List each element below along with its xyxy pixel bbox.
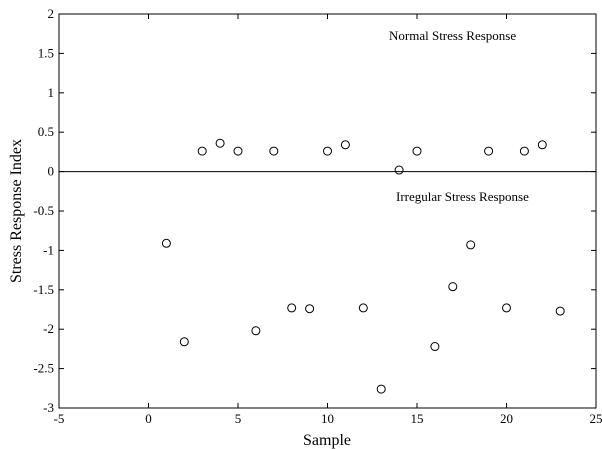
data-point bbox=[519, 146, 529, 156]
x-tick-label: 5 bbox=[235, 411, 242, 426]
data-points bbox=[161, 138, 565, 394]
y-tick-label: 0 bbox=[48, 164, 55, 179]
x-tick-label: 0 bbox=[145, 411, 152, 426]
y-tick-label: -2 bbox=[43, 321, 54, 336]
x-tick-label: 10 bbox=[321, 411, 334, 426]
data-point bbox=[412, 146, 422, 156]
y-tick-label: -2.5 bbox=[33, 361, 54, 376]
tick-labels: -5 0 5 10 15 20 25 -3 -2.5 -2 -1.5 -1 -0.5 0 0.5 1 1.5 2 bbox=[33, 6, 602, 426]
data-point bbox=[340, 140, 350, 150]
y-tick-label: -0.5 bbox=[33, 203, 54, 218]
data-point bbox=[502, 303, 511, 313]
data-point bbox=[394, 165, 404, 175]
axis-ticks bbox=[58, 13, 597, 409]
plot-area bbox=[58, 13, 597, 409]
y-tick-label: 0.5 bbox=[38, 124, 54, 139]
data-point bbox=[233, 146, 243, 156]
data-point bbox=[430, 342, 440, 352]
data-point bbox=[215, 138, 225, 148]
x-tick-label: 20 bbox=[500, 411, 513, 426]
y-tick-label: -1 bbox=[43, 242, 54, 257]
y-tick-label: 2 bbox=[48, 6, 55, 21]
y-tick-label: -1.5 bbox=[33, 282, 54, 297]
data-point bbox=[448, 282, 458, 292]
data-point bbox=[555, 306, 565, 316]
data-point bbox=[358, 303, 368, 313]
data-point bbox=[269, 146, 279, 156]
data-point bbox=[305, 304, 315, 314]
y-tick-label: 1 bbox=[48, 85, 55, 100]
data-point bbox=[484, 146, 494, 156]
annotation-irregular: Irregular Stress Response bbox=[396, 189, 529, 204]
data-point bbox=[197, 146, 207, 156]
data-point bbox=[251, 326, 261, 336]
data-point bbox=[376, 384, 386, 394]
x-tick-label: 25 bbox=[590, 411, 602, 426]
x-axis-title: Sample bbox=[303, 432, 351, 449]
data-point bbox=[287, 303, 297, 313]
annotation-normal: Normal Stress Response bbox=[389, 28, 516, 43]
y-tick-label: 1.5 bbox=[38, 45, 54, 60]
x-tick-label: 15 bbox=[411, 411, 424, 426]
data-point bbox=[323, 146, 332, 156]
data-point bbox=[537, 140, 547, 150]
y-axis-title: Stress Response Index bbox=[8, 139, 25, 283]
y-tick-label: -3 bbox=[43, 400, 54, 415]
data-point bbox=[161, 238, 171, 248]
data-point bbox=[179, 337, 189, 347]
data-point bbox=[466, 240, 476, 250]
x-tick-label: -5 bbox=[54, 411, 65, 426]
